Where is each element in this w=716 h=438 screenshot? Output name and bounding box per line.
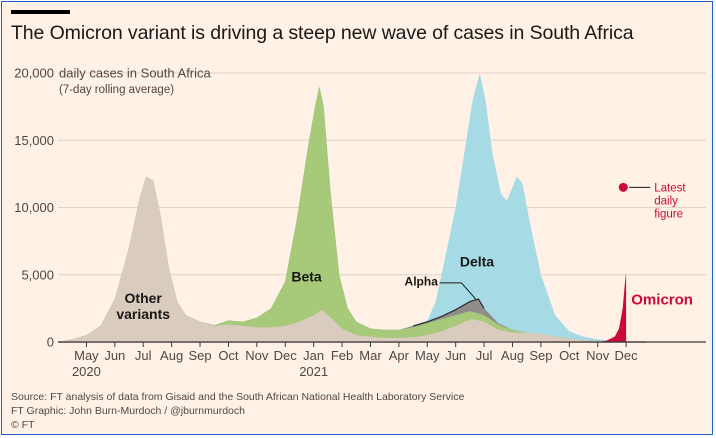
y-axis-label: daily cases in South Africa [59,66,212,81]
latest-figure-dot [618,182,628,192]
y-tick-label: 0 [47,335,54,350]
x-tick-label: Sep [529,348,552,363]
x-year-label: 2020 [72,364,101,379]
x-tick-label: Dec [615,348,639,363]
y-axis-note: (7-day rolling average) [59,84,174,96]
series-area-delta [58,73,612,342]
latest-figure-label: Latest [654,182,686,194]
series-area-other-variants [58,176,612,342]
x-tick-label: Jul [476,348,493,363]
chart-title: The Omicron variant is driving a steep n… [11,22,634,44]
y-tick-label: 15,000 [14,133,54,148]
x-tick-label: Sep [188,348,211,363]
x-tick-label: Nov [586,348,610,363]
x-tick-label: Apr [389,348,410,363]
series-label: variants [116,306,170,322]
x-tick-label: Aug [501,348,524,363]
series-label: Omicron [631,291,693,308]
x-tick-label: Feb [331,348,353,363]
y-tick-label: 5,000 [21,267,54,282]
x-tick-label: Dec [274,348,298,363]
x-tick-label: May [415,348,440,363]
ft-header-bar [11,10,70,14]
x-tick-label: Aug [160,348,183,363]
graphic-credit: FT Graphic: John Burn-Murdoch / @jburnmu… [11,405,245,417]
x-tick-label: Jun [445,348,466,363]
copyright: © FT [11,419,35,431]
x-tick-label: Jul [135,348,152,363]
series-label: Delta [460,254,494,270]
latest-figure-label: daily [654,195,678,207]
x-tick-label: Jun [104,348,125,363]
series-label: Beta [291,268,322,284]
series-area-omicron [597,272,627,342]
series-line-alpha [412,298,485,327]
x-tick-label: Jan [303,348,324,363]
y-tick-label: 10,000 [14,200,54,215]
y-axis: 0 5,000 10,000 15,000 20,000 daily cases in S… [14,66,211,350]
x-axis: May Jun Jul Aug Sep Oct Nov Dec Jan Feb Mar Apr May J… [72,342,638,379]
x-tick-label: Mar [359,348,382,363]
x-tick-label: Oct [218,348,239,363]
x-tick-label: Nov [245,348,269,363]
alpha-leader-line [460,282,476,300]
y-tick-label: 20,000 [14,66,54,81]
series-label: Alpha [405,275,439,289]
x-year-label: 2021 [299,364,328,379]
x-tick-label: Oct [559,348,580,363]
series-areas [58,73,646,343]
series-label: Other [125,290,163,306]
latest-figure-label: figure [654,208,683,220]
x-tick-label: May [74,348,99,363]
source-note: Source: FT analysis of data from Gisaid … [11,391,465,403]
